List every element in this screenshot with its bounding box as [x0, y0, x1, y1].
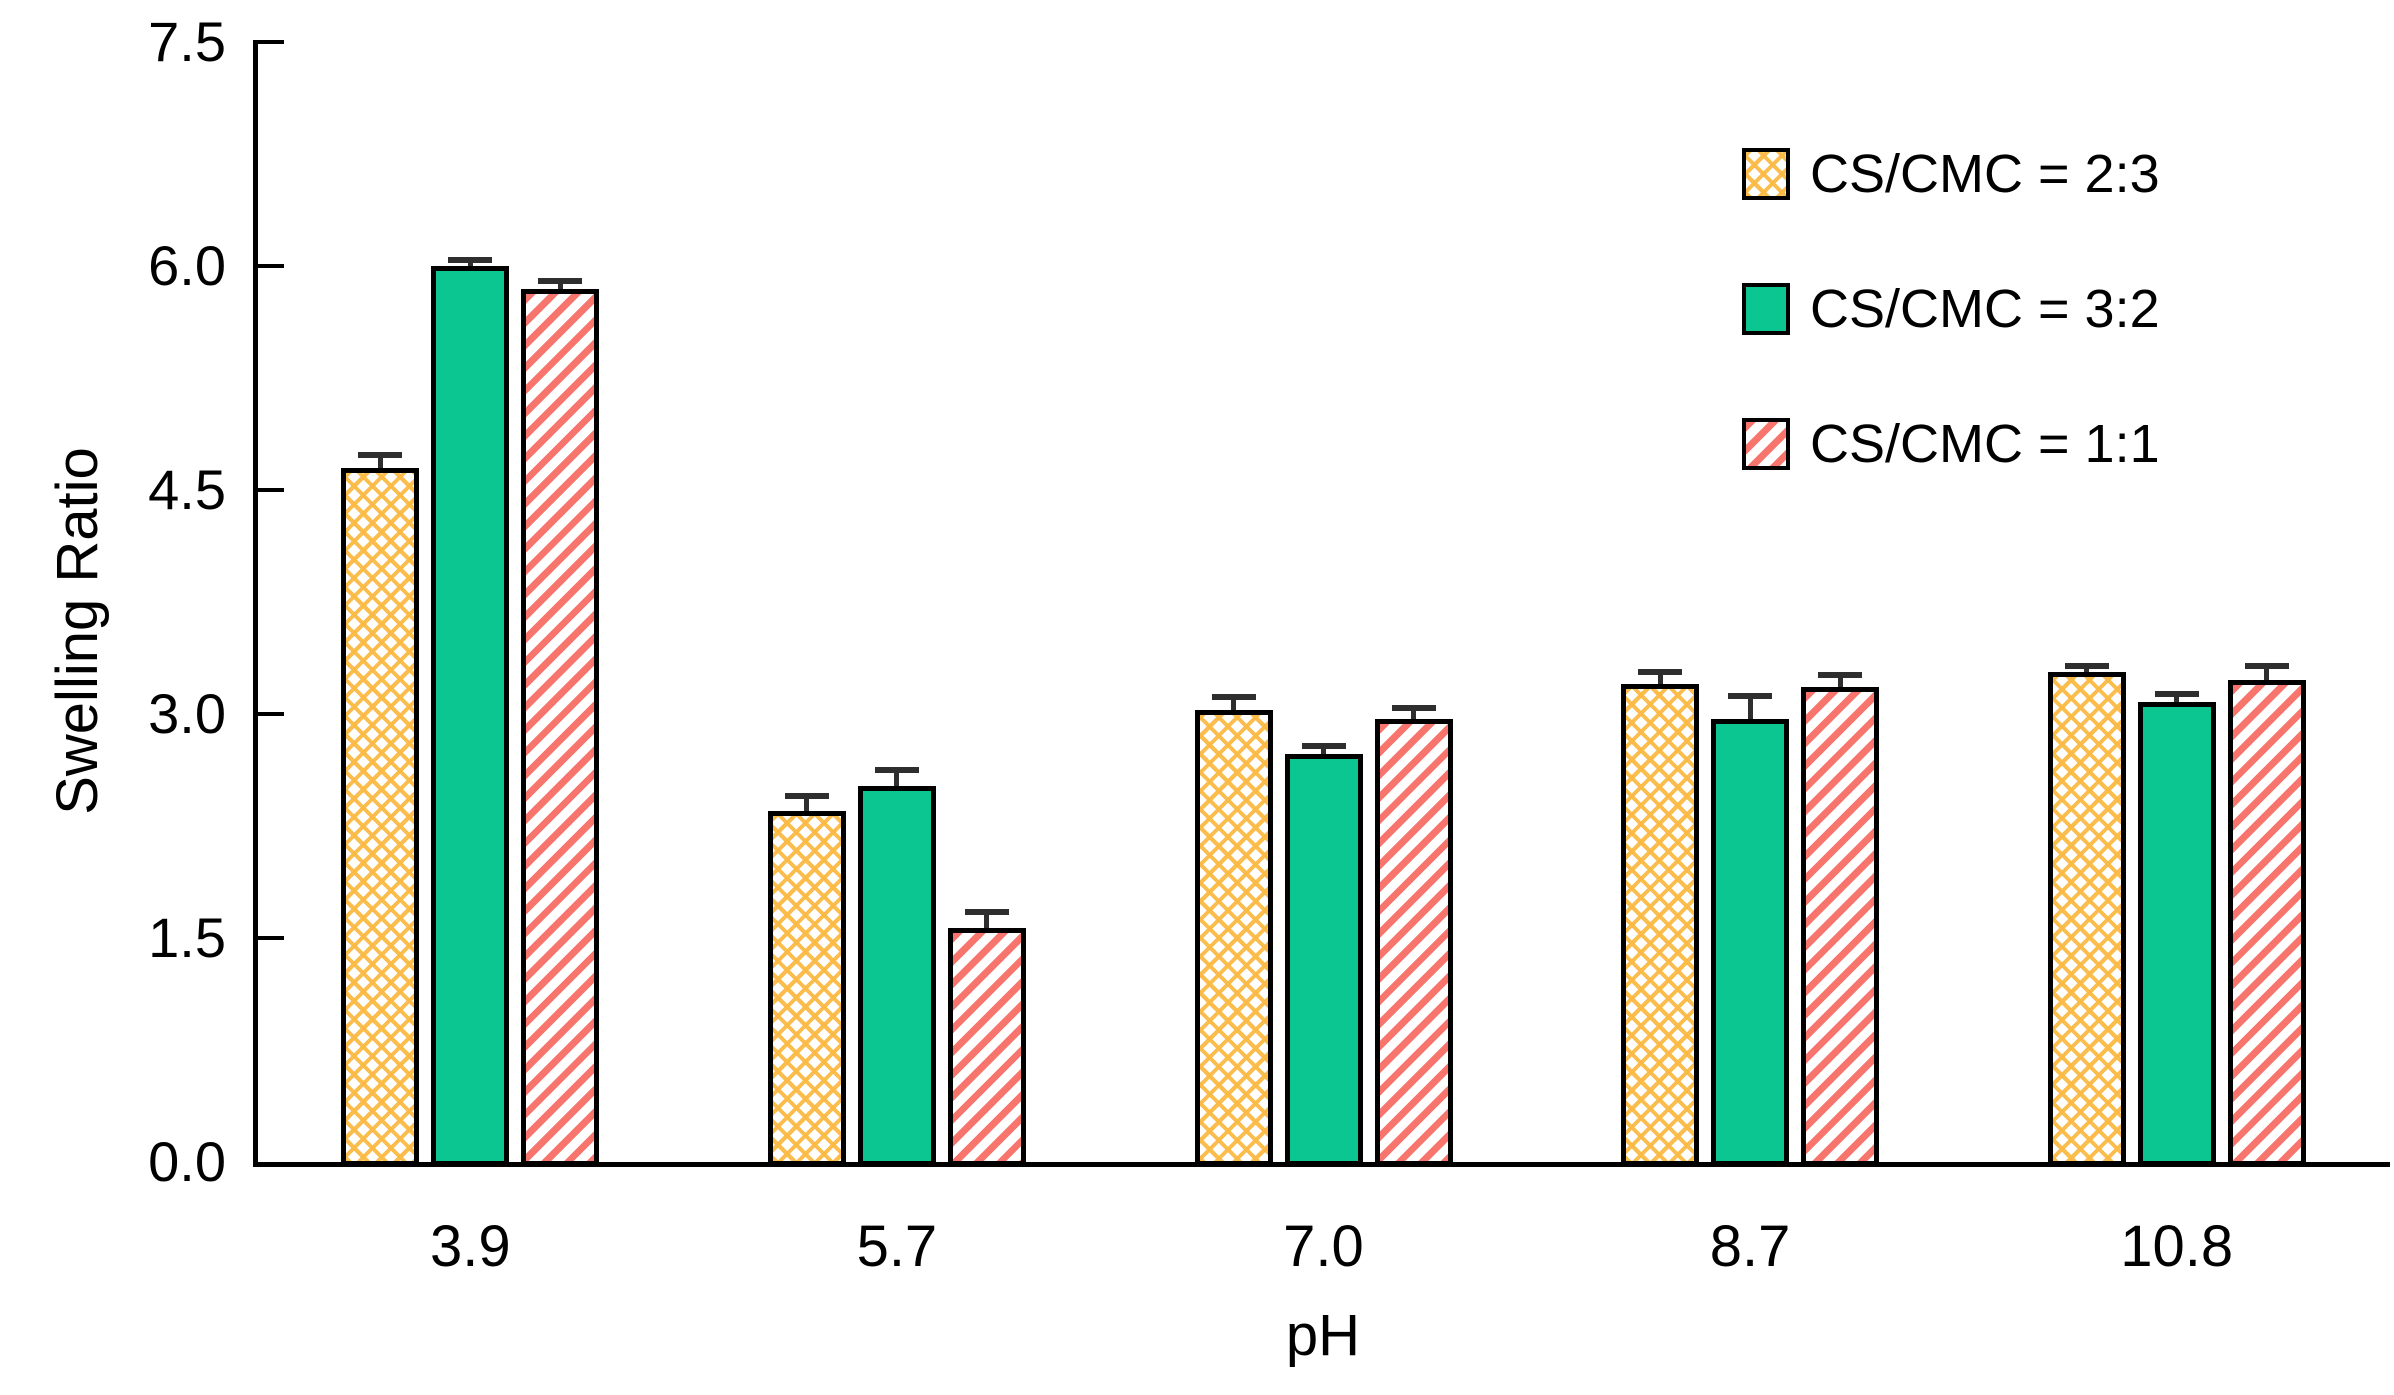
error-bar-stem	[804, 797, 810, 814]
error-bar-stem	[1411, 709, 1416, 721]
error-bar-stem	[557, 282, 563, 291]
error-bar-cap	[2244, 662, 2289, 669]
error-bar-cap	[1211, 694, 1256, 701]
y-tick-label: 7.5	[148, 10, 226, 74]
error-bar-stem	[984, 914, 990, 930]
y-tick-label: 1.5	[148, 906, 226, 970]
error-bar-stem	[894, 772, 900, 788]
error-bar-stem	[2174, 696, 2180, 705]
bar	[1284, 754, 1363, 1166]
bar	[2137, 702, 2216, 1166]
error-bar-cap	[1728, 692, 1773, 699]
legend-label: CS/CMC = 3:2	[1810, 279, 2160, 339]
bar	[1801, 687, 1880, 1166]
x-tick-label: 7.0	[1283, 1214, 1364, 1279]
error-bar-stem	[377, 457, 383, 470]
error-bar-cap	[1818, 671, 1863, 678]
y-axis-title: Swelling Ratio	[45, 447, 110, 815]
legend-item: CS/CMC = 1:1	[1742, 416, 2160, 472]
x-tick-label: 5.7	[856, 1214, 938, 1279]
y-tick	[258, 936, 284, 941]
bar	[2227, 679, 2306, 1166]
x-tick-label: 3.9	[429, 1214, 511, 1279]
legend-swatch-yellow-pattern	[1742, 148, 1790, 200]
y-tick	[258, 488, 284, 493]
y-tick	[258, 40, 284, 45]
bar	[431, 266, 510, 1166]
y-tick-label: 0.0	[148, 1130, 226, 1193]
error-bar-cap	[1301, 743, 1346, 750]
error-bar-cap	[2154, 691, 2199, 698]
bar	[1711, 718, 1790, 1166]
bar	[341, 467, 420, 1166]
error-bar-cap	[2064, 662, 2109, 669]
bar	[521, 288, 600, 1166]
error-bar-stem	[467, 261, 473, 269]
error-bar-cap	[964, 909, 1009, 916]
legend-item: CS/CMC = 2:3	[1742, 146, 2160, 202]
legend-swatch-red-stripes	[1742, 418, 1790, 470]
bar	[1374, 718, 1453, 1166]
error-bar-cap	[1391, 704, 1436, 711]
x-tick-label: 10.8	[2120, 1214, 2234, 1279]
x-axis-title: pH	[1285, 1303, 1361, 1368]
error-bar-cap	[1638, 668, 1683, 675]
bar	[1194, 709, 1273, 1166]
y-tick-label: 4.5	[148, 458, 226, 522]
error-bar-stem	[1657, 673, 1663, 687]
error-bar-stem	[2084, 667, 2090, 675]
bar	[1621, 684, 1700, 1166]
legend-swatch-green-solid	[1742, 283, 1790, 335]
legend-label: CS/CMC = 2:3	[1810, 144, 2160, 204]
bar	[947, 927, 1026, 1166]
legend-label: CS/CMC = 1:1	[1810, 414, 2160, 474]
error-bar-cap	[874, 767, 919, 774]
error-bar-cap	[448, 256, 493, 263]
error-bar-stem	[1837, 676, 1843, 690]
bar	[2047, 672, 2126, 1166]
error-bar-cap	[358, 452, 403, 459]
y-tick-label: 6.0	[148, 234, 226, 298]
legend-item: CS/CMC = 3:2	[1742, 281, 2160, 337]
y-tick-label: 3.0	[148, 682, 226, 746]
error-bar-stem	[2264, 667, 2270, 682]
error-bar-stem	[1321, 748, 1326, 757]
error-bar-cap	[538, 277, 583, 284]
y-tick	[258, 264, 284, 269]
error-bar-stem	[1747, 697, 1753, 721]
bar	[857, 785, 936, 1166]
error-bar-stem	[1231, 699, 1236, 712]
y-tick	[258, 712, 284, 717]
error-bar-cap	[784, 792, 829, 799]
bar	[767, 811, 846, 1166]
x-tick-label: 8.7	[1709, 1214, 1791, 1279]
y-axis-line	[253, 40, 258, 1167]
